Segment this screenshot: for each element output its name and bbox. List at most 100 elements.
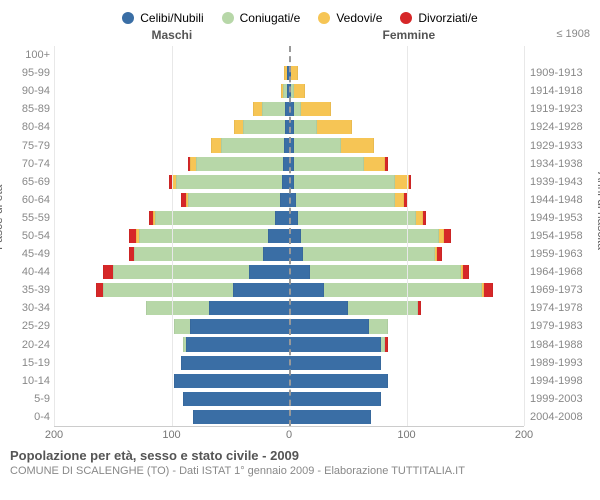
year-label: 1944-1948 xyxy=(530,191,590,209)
y-axis-label-right: Anni di nascita xyxy=(595,172,600,250)
year-label: 1994-1998 xyxy=(530,372,590,390)
segment-divorziati xyxy=(103,265,112,279)
year-label: 1954-1958 xyxy=(530,227,590,245)
year-label: 1909-1913 xyxy=(530,64,590,82)
segment-celibi xyxy=(263,247,289,261)
segment-coniugati xyxy=(296,193,395,207)
year-label: 1969-1973 xyxy=(530,281,590,299)
segment-vedovi xyxy=(341,138,374,152)
age-axis: 100+95-9990-9485-8980-8475-7970-7465-696… xyxy=(10,46,54,426)
gridline xyxy=(172,46,173,426)
header-female: Femmine xyxy=(383,28,436,42)
segment-coniugati xyxy=(139,229,268,243)
segment-celibi xyxy=(282,175,289,189)
age-label: 90-94 xyxy=(10,82,54,100)
age-label: 50-54 xyxy=(10,227,54,245)
segment-coniugati xyxy=(294,157,365,171)
segment-coniugati xyxy=(298,211,416,225)
age-label: 20-24 xyxy=(10,336,54,354)
age-label: 30-34 xyxy=(10,299,54,317)
segment-celibi xyxy=(183,392,289,406)
year-label: 1989-1993 xyxy=(530,354,590,372)
age-label: 60-64 xyxy=(10,191,54,209)
segment-coniugati xyxy=(155,211,275,225)
segment-celibi xyxy=(289,319,369,333)
x-tick: 200 xyxy=(45,429,63,441)
year-label xyxy=(530,46,590,64)
segment-divorziati xyxy=(129,229,136,243)
year-label: 1924-1928 xyxy=(530,118,590,136)
legend-item: Celibi/Nubili xyxy=(122,11,203,25)
legend-swatch xyxy=(400,12,412,24)
segment-divorziati xyxy=(423,211,427,225)
gridline xyxy=(524,46,525,426)
age-label: 15-19 xyxy=(10,354,54,372)
segment-divorziati xyxy=(409,175,411,189)
segment-coniugati xyxy=(103,283,232,297)
segment-celibi xyxy=(181,356,289,370)
legend-label: Coniugati/e xyxy=(240,11,301,25)
chart-container: Celibi/Nubili Coniugati/e Vedovi/e Divorzia… xyxy=(0,0,600,500)
segment-celibi xyxy=(209,301,289,315)
segment-coniugati xyxy=(294,102,301,116)
year-label: 1979-1983 xyxy=(530,317,590,335)
year-label: 1914-1918 xyxy=(530,82,590,100)
segment-celibi xyxy=(289,283,324,297)
segment-coniugati xyxy=(176,175,282,189)
segment-vedovi xyxy=(416,211,423,225)
age-label: 55-59 xyxy=(10,209,54,227)
segment-divorziati xyxy=(96,283,103,297)
segment-vedovi xyxy=(253,102,262,116)
legend-swatch xyxy=(122,12,134,24)
age-label: 5-9 xyxy=(10,390,54,408)
legend-item: Coniugati/e xyxy=(222,11,301,25)
year-label: 1934-1938 xyxy=(530,155,590,173)
segment-divorziati xyxy=(385,157,387,171)
segment-celibi xyxy=(268,229,289,243)
segment-coniugati xyxy=(243,120,285,134)
segment-coniugati xyxy=(369,319,388,333)
segment-coniugati xyxy=(262,102,286,116)
segment-celibi xyxy=(289,356,381,370)
age-label: 35-39 xyxy=(10,281,54,299)
segment-coniugati xyxy=(174,319,190,333)
segment-vedovi xyxy=(364,157,385,171)
year-label: 1974-1978 xyxy=(530,299,590,317)
x-tick: 100 xyxy=(397,429,415,441)
segment-vedovi xyxy=(301,102,332,116)
header-first-year: ≤ 1908 xyxy=(556,28,590,40)
legend-swatch xyxy=(318,12,330,24)
age-label: 70-74 xyxy=(10,155,54,173)
segment-celibi xyxy=(289,410,371,424)
legend-item: Divorziati/e xyxy=(400,11,477,25)
age-label: 0-4 xyxy=(10,408,54,426)
year-axis: 1909-19131914-19181919-19231924-19281929… xyxy=(524,46,590,426)
segment-coniugati xyxy=(310,265,460,279)
age-label: 65-69 xyxy=(10,173,54,191)
segment-coniugati xyxy=(348,301,419,315)
segment-celibi xyxy=(193,410,289,424)
x-tick: 100 xyxy=(162,429,180,441)
x-tick: 0 xyxy=(286,429,292,441)
headers-row: Maschi Femmine ≤ 1908 xyxy=(10,28,590,46)
year-label: 2004-2008 xyxy=(530,408,590,426)
y-axis-label-left: Fasce di età xyxy=(0,185,5,250)
segment-vedovi xyxy=(294,84,306,98)
year-label: 1999-2003 xyxy=(530,390,590,408)
segment-celibi xyxy=(289,265,310,279)
segment-celibi xyxy=(249,265,289,279)
segment-divorziati xyxy=(385,337,387,351)
segment-coniugati xyxy=(146,301,209,315)
legend-label: Vedovi/e xyxy=(336,11,382,25)
segment-coniugati xyxy=(113,265,249,279)
legend-label: Divorziati/e xyxy=(418,11,477,25)
segment-celibi xyxy=(186,337,289,351)
segment-coniugati xyxy=(303,247,435,261)
segment-coniugati xyxy=(294,175,395,189)
legend: Celibi/Nubili Coniugati/e Vedovi/e Divorzia… xyxy=(10,8,590,28)
segment-celibi xyxy=(289,301,348,315)
segment-celibi xyxy=(289,392,381,406)
segment-coniugati xyxy=(324,283,481,297)
segment-coniugati xyxy=(294,120,318,134)
footer: Popolazione per età, sesso e stato civil… xyxy=(10,448,590,477)
